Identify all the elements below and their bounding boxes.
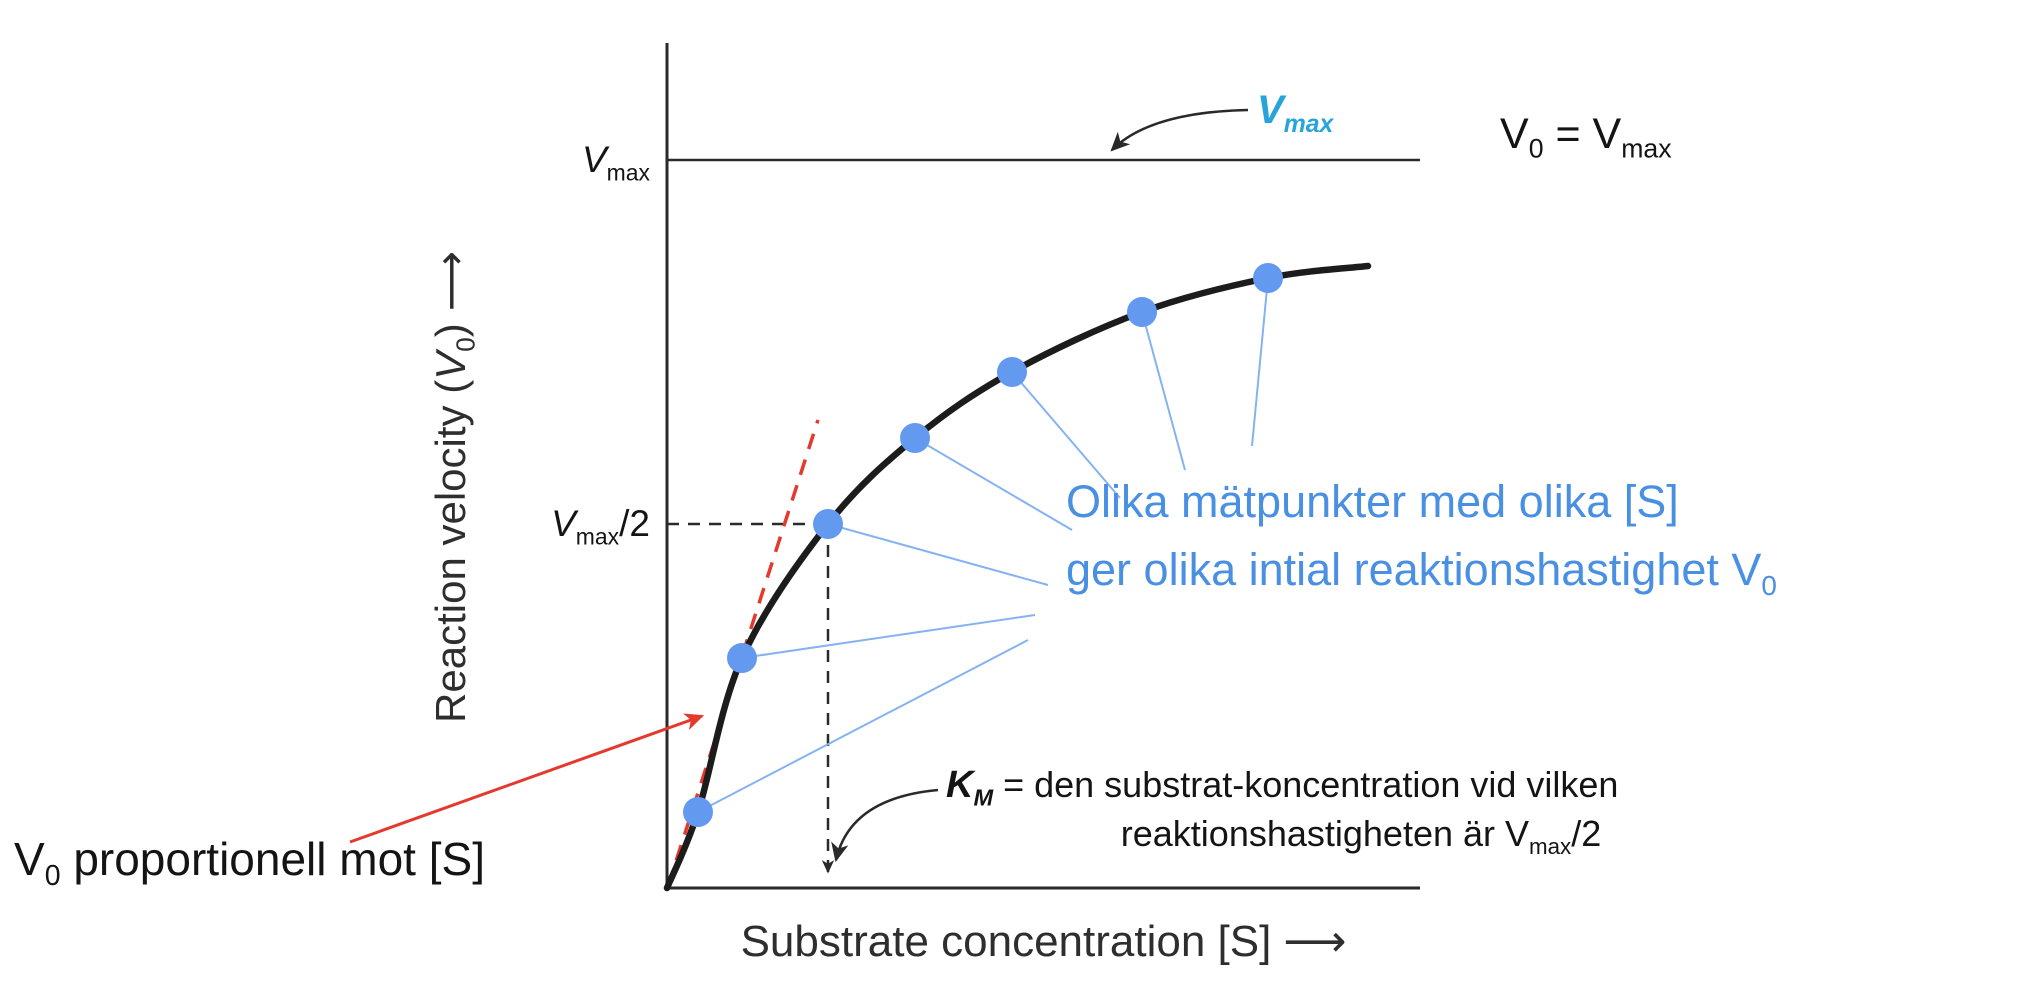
half-vmax-tick-label: Vmax/2 [440,503,650,548]
x-axis-arrow-icon: ⟶ [1283,916,1347,967]
data-point [683,797,713,827]
half-vmax-suffix: /2 [619,503,650,544]
y-axis-close: ) [427,323,474,338]
v0eq-mid: = V [1543,110,1622,158]
vmax-callout-sub: max [1283,111,1334,138]
v0-prop-v: V [14,833,45,885]
v0eq-sub1: 0 [1528,133,1544,164]
v0eq-sub2: max [1621,133,1672,164]
vmax-callout-label: Vmax [1257,88,1333,137]
measurement-points-note-line1: Olika mätpunkter med olika [S] [1066,476,1679,527]
x-axis-text: Substrate concentration [S] [740,917,1272,966]
v0eq-v1: V [1500,110,1529,158]
point-callout-line [1141,311,1186,471]
data-point [997,357,1027,387]
point-callout-line [827,523,1049,586]
point-callout-line [1011,371,1121,499]
data-point [1127,297,1157,327]
v0-proportional-note: V0 proportionell mot [S] [14,832,485,890]
vmax-tick-v: V [581,139,607,180]
vmax-tick-label: Vmax [480,139,650,184]
half-vmax-v: V [551,503,576,544]
y-axis-sub: 0 [450,337,481,352]
point-callout-line [914,437,1073,531]
y-axis-arrow-icon: ⟶ [426,251,475,312]
v0-equals-vmax-label: V0 = Vmax [1500,110,1672,162]
data-point [727,643,757,673]
km-symbol: KM [946,764,994,811]
point-callout-line [741,614,1036,659]
vmax-callout-arrow [1110,108,1249,152]
measurement-points-note: Olika mätpunkter med olika [S] ger olika… [1066,468,1777,605]
km-callout-arrow [831,788,939,863]
x-axis-label: Substrate concentration [S] ⟶ [667,916,1420,967]
point-callout-line [1251,277,1269,447]
v0-prop-sub: 0 [44,860,61,893]
vmax-callout-v: V [1257,88,1284,132]
y-axis-label: Reaction velocity (V0) ⟶ [426,167,481,807]
tangent-pointer-arrow [349,713,705,844]
measurement-points-note-line2: ger olika intial reaktionshastighet V0 [1066,544,1777,602]
km-definition-line2: reaktionshastigheten är Vmax/2 [1120,813,1602,860]
km-definition-line1: KM = den substrat-koncentration vid vilk… [946,764,1619,811]
point-callout-line [697,639,1029,813]
y-axis-text: Reaction velocity ( [427,379,474,723]
y-axis-v: V [427,351,474,380]
data-point [900,423,930,453]
km-definition-note: KM = den substrat-koncentration vid vilk… [946,764,1776,860]
data-point [1253,263,1283,293]
data-point [813,509,843,539]
vmax-tick-sub: max [606,159,650,186]
half-vmax-sub: max [575,523,620,550]
v0-prop-rest: proportionell mot [S] [60,833,485,885]
